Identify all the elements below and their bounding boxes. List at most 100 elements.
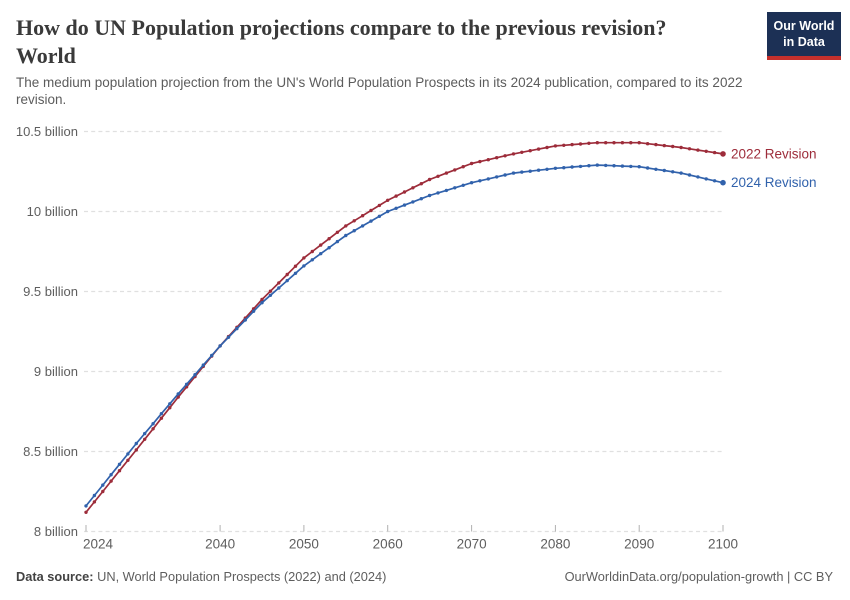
data-point	[620, 164, 625, 168]
x-axis-tick-label: 2100	[708, 537, 738, 552]
data-point	[486, 177, 490, 181]
data-point	[553, 166, 558, 170]
data-point	[444, 171, 449, 175]
data-point	[570, 142, 574, 147]
data-point	[712, 150, 717, 155]
data-point	[629, 164, 633, 169]
data-point	[302, 264, 306, 268]
data-point	[578, 164, 583, 169]
x-axis-tick-label: 2024	[83, 537, 114, 552]
data-point	[377, 214, 382, 218]
data-point	[712, 179, 717, 183]
data-point	[109, 479, 113, 483]
data-point	[201, 363, 205, 367]
data-point	[344, 233, 348, 238]
data-point	[411, 200, 415, 204]
y-axis-tick-label: 10.5 billion	[16, 124, 78, 139]
data-point	[394, 194, 398, 198]
data-point	[293, 271, 298, 275]
data-point	[310, 249, 314, 254]
series-label-2024-revision[interactable]: 2024 Revision	[731, 175, 817, 190]
data-point	[109, 473, 113, 477]
data-point	[620, 141, 625, 145]
data-point	[436, 174, 440, 178]
series-line-2022-revision[interactable]	[85, 141, 724, 514]
data-point	[528, 149, 532, 153]
title-question: How do UN Population projections compare…	[16, 15, 667, 40]
data-point	[671, 170, 675, 174]
data-point	[176, 395, 180, 399]
x-axis-tick-label: 2070	[457, 537, 487, 552]
data-point	[319, 252, 323, 256]
data-point	[344, 224, 348, 228]
data-point	[134, 448, 138, 452]
data-point	[377, 203, 382, 208]
data-point	[520, 170, 524, 174]
data-point	[335, 230, 340, 234]
data-source: Data source: UN, World Population Prospe…	[16, 569, 386, 585]
data-point	[536, 168, 541, 172]
data-point	[134, 441, 138, 446]
data-point	[562, 143, 566, 147]
data-point	[251, 309, 256, 313]
owid-logo[interactable]: Our World in Data	[767, 12, 841, 60]
data-point	[461, 165, 465, 169]
data-point	[553, 144, 558, 148]
data-point	[159, 416, 164, 420]
owid-credit-link[interactable]: OurWorldinData.org/population-growth | C…	[564, 569, 833, 584]
data-point	[319, 243, 323, 247]
data-point	[419, 182, 423, 186]
data-point	[277, 286, 281, 290]
y-axis-tick-label: 10 billion	[27, 204, 78, 219]
data-point	[193, 373, 197, 377]
data-point	[226, 335, 231, 339]
data-point	[427, 177, 432, 182]
data-point	[369, 208, 373, 213]
chart-footer: Data source: UN, World Population Prospe…	[0, 569, 850, 585]
data-point	[386, 198, 390, 202]
owid-logo-line2: in Data	[783, 35, 825, 50]
data-point	[528, 169, 532, 173]
data-point	[184, 382, 189, 386]
data-point	[386, 209, 390, 214]
data-point	[679, 145, 683, 150]
data-point	[327, 237, 331, 241]
data-point	[453, 186, 457, 190]
data-point	[285, 272, 289, 277]
data-point	[436, 191, 440, 195]
data-point	[461, 183, 465, 187]
data-point	[536, 147, 541, 151]
data-point	[444, 188, 449, 193]
data-point	[654, 167, 658, 171]
data-point	[696, 175, 700, 179]
page-title: How do UN Population projections compare…	[16, 14, 761, 70]
series-label-2022-revision[interactable]: 2022 Revision	[731, 146, 817, 161]
x-axis-tick-label: 2090	[624, 537, 654, 552]
data-point	[293, 264, 298, 268]
data-point	[495, 175, 499, 179]
data-point	[243, 318, 247, 322]
data-point	[604, 141, 608, 145]
data-point	[612, 164, 616, 168]
data-point	[268, 293, 273, 297]
data-point	[495, 156, 499, 160]
data-point	[126, 452, 130, 456]
data-point	[411, 186, 415, 190]
data-point	[595, 163, 599, 167]
series-line-2024-revision[interactable]	[85, 164, 724, 507]
data-point	[486, 158, 490, 162]
data-point	[394, 206, 398, 210]
data-point	[520, 150, 524, 154]
data-point	[478, 159, 482, 164]
data-point	[84, 504, 88, 508]
owid-logo-line1: Our World	[773, 19, 835, 33]
data-point	[402, 203, 407, 207]
y-axis-tick-label: 9.5 billion	[23, 284, 78, 299]
data-point	[117, 462, 122, 466]
data-point	[143, 431, 147, 436]
data-point	[101, 489, 105, 494]
data-point	[151, 422, 155, 426]
data-point	[285, 278, 289, 283]
